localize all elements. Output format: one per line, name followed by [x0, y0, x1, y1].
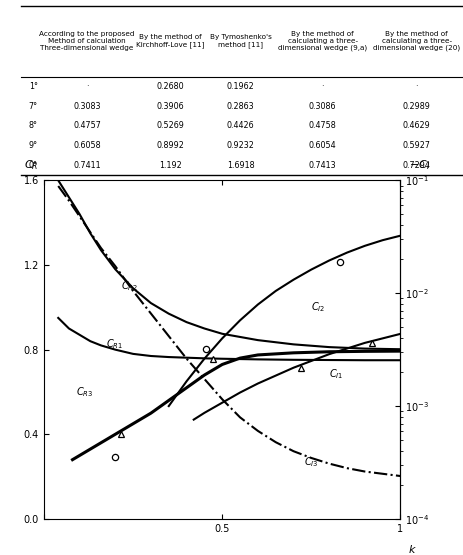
Text: 7°: 7°	[29, 102, 38, 110]
Text: $C_{R2}$: $C_{R2}$	[121, 279, 138, 293]
Text: 0.4629: 0.4629	[403, 121, 431, 130]
Text: 0.2863: 0.2863	[227, 102, 255, 110]
Text: 0°: 0°	[29, 160, 38, 169]
Text: 0.4758: 0.4758	[309, 121, 337, 130]
Text: 0.7294: 0.7294	[403, 160, 431, 169]
Text: According to the proposed
Method of calculation
Three-dimensional wedge: According to the proposed Method of calc…	[39, 31, 135, 51]
Text: 0.3906: 0.3906	[156, 102, 184, 110]
Text: $C_{I1}$: $C_{I1}$	[329, 367, 344, 381]
Text: 0.7411: 0.7411	[73, 160, 101, 169]
Text: 8°: 8°	[29, 121, 38, 130]
Text: 0.5269: 0.5269	[156, 121, 184, 130]
Text: 0.8992: 0.8992	[156, 141, 184, 150]
Text: $C_{I2}$: $C_{I2}$	[312, 300, 326, 314]
Text: $C_{I3}$: $C_{I3}$	[304, 456, 319, 470]
Text: 0.9232: 0.9232	[227, 141, 255, 150]
Text: $k$: $k$	[407, 543, 416, 555]
Text: $C_R$: $C_R$	[25, 158, 39, 172]
Text: 0.7413: 0.7413	[309, 160, 337, 169]
Text: By the method of
calculating a three-
dimensional wedge (9,a): By the method of calculating a three- di…	[278, 31, 367, 52]
Text: 0.4426: 0.4426	[227, 121, 255, 130]
Text: ·: ·	[415, 82, 418, 91]
Text: 1°: 1°	[29, 82, 38, 91]
Text: 0.2989: 0.2989	[403, 102, 431, 110]
Text: ·: ·	[86, 82, 88, 91]
Text: $C_{R1}$: $C_{R1}$	[106, 337, 124, 351]
Text: 1.6918: 1.6918	[227, 160, 255, 169]
Text: 0.5927: 0.5927	[402, 141, 431, 150]
Text: 0.2680: 0.2680	[156, 82, 184, 91]
Text: 0.4757: 0.4757	[73, 121, 101, 130]
Text: ·: ·	[321, 82, 324, 91]
Text: 0.1962: 0.1962	[227, 82, 255, 91]
Text: 0.3086: 0.3086	[309, 102, 336, 110]
Text: 1.192: 1.192	[159, 160, 181, 169]
Text: $-C_I$: $-C_I$	[409, 158, 431, 172]
Text: 0.3083: 0.3083	[74, 102, 101, 110]
Text: $C_{R3}$: $C_{R3}$	[76, 385, 94, 399]
Text: By the method of
calculating a three-
dimensional wedge (20): By the method of calculating a three- di…	[373, 31, 460, 52]
Text: By Tymoshenko's
method [11]: By Tymoshenko's method [11]	[210, 34, 272, 48]
Text: 9°: 9°	[29, 141, 38, 150]
Text: By the method of
Kirchhoff-Love [11]: By the method of Kirchhoff-Love [11]	[136, 34, 204, 48]
Text: 0.6058: 0.6058	[73, 141, 101, 150]
Text: 0.6054: 0.6054	[309, 141, 337, 150]
